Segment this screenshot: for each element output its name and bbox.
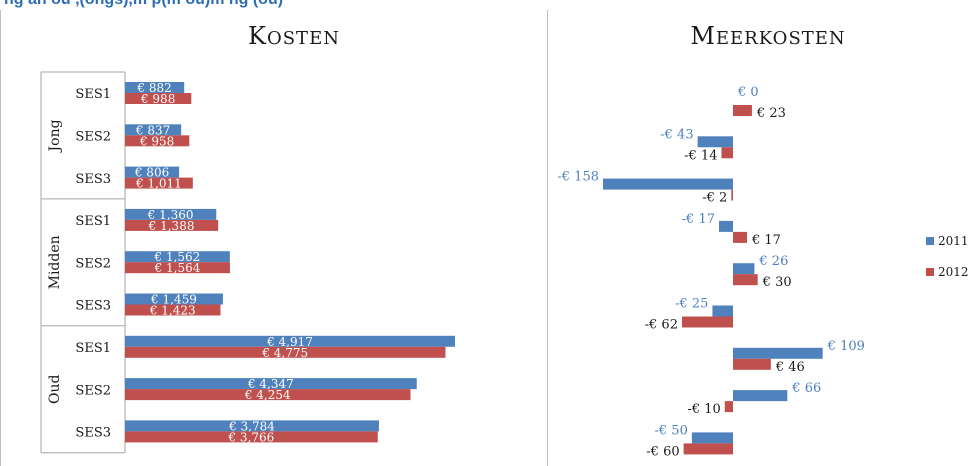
- data-label-2012: € 1,423: [149, 304, 196, 318]
- category-tick-label: SES3: [75, 299, 111, 314]
- bar-2012: [125, 346, 446, 358]
- data-label-2012: € 1,388: [148, 219, 195, 233]
- meerkosten-chart: MEERKOSTEN € 0 -€ 43 -€ 158 -€ 17 € 26 -€ 25 € …: [557, 22, 969, 459]
- bar-2011: [125, 420, 379, 432]
- data-label-2011: € 1,459: [150, 293, 197, 307]
- bar-2012: [125, 219, 219, 231]
- bar-2012: [733, 358, 771, 370]
- data-label-2012: -€ 2: [702, 191, 727, 206]
- data-label-2011: -€ 50: [655, 423, 688, 438]
- data-label-2011: -€ 25: [675, 297, 708, 312]
- data-label-2011: € 109: [827, 339, 865, 354]
- data-label-2011: -€ 43: [660, 127, 693, 142]
- data-label-2011: € 1,562: [154, 250, 201, 264]
- bar-2011: [125, 335, 455, 347]
- bar-2011: [125, 378, 417, 390]
- legend-swatch-2012: [926, 268, 934, 276]
- group-label: Oud: [47, 374, 63, 403]
- data-label-2012: € 30: [762, 275, 792, 290]
- bar-2012: [125, 304, 221, 316]
- bar-2011: [697, 136, 733, 148]
- bar-2012: [733, 105, 752, 116]
- bar-2012: [731, 189, 733, 201]
- meerkosten-chart-panel: MEERKOSTEN € 0 -€ 43 -€ 158 -€ 17 € 26 -€ 25 € …: [548, 10, 978, 466]
- bar-2012: [683, 443, 733, 455]
- data-label-2012: € 3,766: [227, 430, 274, 444]
- bar-2012: [125, 262, 230, 274]
- bar-2012: [681, 316, 733, 328]
- data-label-2012: € 4,254: [244, 388, 291, 402]
- data-label-2011: € 0: [737, 85, 759, 100]
- bar-2011: [125, 293, 223, 305]
- data-label-2011: € 26: [758, 254, 788, 269]
- data-label-2011: € 4,917: [266, 335, 313, 349]
- bar-2012: [733, 231, 747, 243]
- bar-2011: [125, 251, 230, 263]
- bar-2011: [125, 208, 217, 220]
- chart-title: KOSTEN: [248, 22, 340, 50]
- data-label-2012: € 46: [775, 360, 805, 375]
- data-label-2011: € 4,347: [247, 377, 294, 391]
- category-tick-label: SES2: [75, 383, 111, 398]
- data-label-2012: € 1,011: [135, 177, 182, 191]
- data-label-2011: -€ 17: [682, 212, 715, 227]
- data-label-2012: -€ 10: [687, 402, 720, 417]
- bar-2011: [733, 390, 788, 402]
- bar-2012: [125, 135, 190, 147]
- bar-2011: [603, 178, 733, 190]
- bar-2012: [724, 401, 733, 413]
- data-label-2012: € 23: [756, 106, 786, 121]
- category-tick-label: SES3: [75, 172, 111, 187]
- category-tick-label: SES3: [75, 426, 111, 441]
- bar-2011: [125, 82, 185, 93]
- legend-label: 2011: [938, 234, 969, 248]
- bar-2012: [125, 431, 378, 443]
- data-label-2011: € 882: [136, 81, 171, 95]
- legend-swatch-2011: [926, 237, 934, 245]
- data-label-2011: -€ 158: [557, 170, 599, 185]
- data-label-2012: € 17: [751, 233, 781, 248]
- group-label: Jong: [47, 119, 63, 153]
- bar-2011: [691, 432, 733, 444]
- group-label: Midden: [47, 235, 63, 289]
- bar-2011: [125, 124, 182, 136]
- data-label-2012: -€ 62: [645, 318, 678, 333]
- data-label-2011: € 66: [791, 381, 821, 396]
- category-tick-label: SES2: [75, 256, 111, 271]
- category-tick-label: SES1: [75, 87, 111, 102]
- data-label-2011: € 837: [135, 123, 170, 137]
- bar-2012: [125, 93, 192, 104]
- bar-2011: [125, 166, 180, 178]
- clipped-header-text: ng an ou ,(ongs),m p(m ou)m ng (ou): [4, 0, 283, 9]
- data-label-2011: € 806: [134, 166, 169, 180]
- category-tick-label: SES1: [75, 214, 111, 229]
- category-tick-label: SES1: [75, 341, 111, 356]
- bar-2011: [712, 305, 733, 317]
- data-label-2012: € 1,564: [154, 261, 201, 275]
- data-label-2012: € 988: [140, 92, 175, 106]
- bar-2012: [721, 147, 733, 159]
- bar-2011: [733, 347, 823, 359]
- data-label-2011: € 3,784: [228, 419, 275, 433]
- data-label-2011: € 1,360: [147, 208, 194, 222]
- bar-2012: [733, 274, 758, 286]
- chart-title: MEERKOSTEN: [690, 22, 845, 50]
- data-label-2012: € 4,775: [261, 346, 308, 360]
- kosten-chart-panel: KOSTEN Jong SES1 SES2 SES3 Midden SES1 SES2 SES3…: [0, 10, 548, 466]
- bar-2012: [125, 389, 411, 401]
- category-tick-label: SES2: [75, 129, 111, 144]
- bar-2011: [719, 220, 733, 232]
- legend-label: 2012: [938, 265, 969, 279]
- bar-2011: [733, 263, 755, 275]
- kosten-chart: KOSTEN Jong SES1 SES2 SES3 Midden SES1 SES2 SES3…: [40, 22, 455, 454]
- clipped-header: ng an ou ,(ongs),m p(m ou)m ng (ou): [0, 0, 978, 10]
- data-label-2012: € 958: [139, 134, 174, 148]
- data-label-2012: -€ 14: [684, 148, 717, 163]
- data-label-2012: -€ 60: [646, 444, 679, 459]
- bar-2012: [125, 177, 193, 189]
